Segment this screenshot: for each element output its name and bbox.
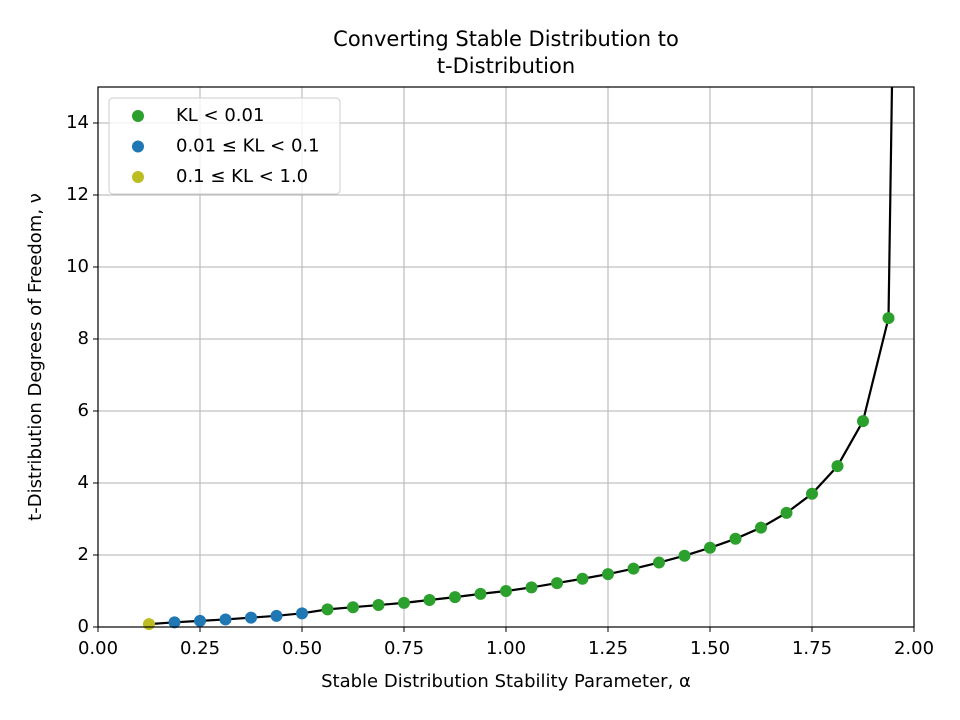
scatter-point [474, 587, 487, 600]
y-tick-label: 6 [78, 400, 89, 421]
plot-area [143, 87, 895, 631]
scatter-point [347, 601, 359, 614]
y-tick-label: 14 [66, 112, 89, 133]
scatter-point [806, 487, 818, 500]
scatter-point [653, 556, 665, 569]
scatter-point [423, 594, 436, 606]
scatter-point [576, 572, 589, 585]
scatter-point [168, 616, 181, 629]
x-axis-label: Stable Distribution Stability Parameter,… [321, 671, 691, 692]
legend: KL < 0.01 0.01 ≤ KL < 0.1 0.1 ≤ KL < 1.0 [108, 97, 341, 195]
scatter-point [398, 596, 410, 609]
y-tick-label: 12 [66, 184, 89, 205]
scatter-point [500, 585, 512, 597]
y-tick-label: 2 [78, 544, 89, 565]
scatter-point [219, 613, 232, 626]
scatter-point [525, 581, 538, 594]
legend-box [108, 97, 341, 195]
scatter-point [551, 577, 563, 590]
scatter-point [729, 532, 742, 545]
legend-label: 0.01 ≤ KL < 0.1 [176, 136, 320, 157]
scatter-point [372, 599, 385, 612]
chart-title: Converting Stable Distribution to [333, 27, 679, 51]
scatter-point [755, 521, 767, 534]
x-tick-label: 1.50 [690, 638, 730, 659]
scatter-point [780, 506, 793, 519]
x-tick-label: 1.25 [588, 638, 628, 659]
legend-label: KL < 0.01 [176, 105, 264, 126]
scatter-point [882, 312, 895, 325]
x-tick-label: 0.50 [282, 638, 322, 659]
scatter-point [296, 607, 308, 620]
y-axis-label: t-Distribution Degrees of Freedom, ν [25, 193, 46, 521]
scatter-point [245, 611, 257, 624]
scatter-point [627, 562, 640, 575]
scatter-point [704, 541, 716, 554]
y-tick-label: 8 [78, 328, 89, 349]
x-tick-label: 0.00 [78, 638, 118, 659]
legend-marker [132, 110, 144, 122]
y-tick-label: 4 [78, 472, 89, 493]
scatter-point [831, 460, 844, 473]
scatter-point [602, 568, 614, 581]
x-tick-label: 1.00 [486, 638, 526, 659]
scatter-point [270, 609, 283, 622]
scatter-point [449, 591, 461, 604]
x-tick-label: 1.75 [792, 638, 832, 659]
y-tick-label: 10 [66, 256, 89, 277]
legend-label: 0.1 ≤ KL < 1.0 [176, 166, 308, 187]
scatter-point [194, 614, 206, 627]
x-tick-label: 0.25 [180, 638, 220, 659]
scatter-point [143, 618, 155, 631]
scatter-point [678, 549, 691, 562]
x-tick-label: 0.75 [384, 638, 424, 659]
x-tick-label: 2.00 [894, 638, 934, 659]
legend-marker [132, 171, 144, 183]
scatter-point [321, 603, 334, 616]
legend-marker [132, 140, 144, 153]
y-tick-label: 0 [78, 616, 89, 637]
chart-title: t-Distribution [437, 54, 575, 78]
scatter-point [857, 415, 869, 428]
